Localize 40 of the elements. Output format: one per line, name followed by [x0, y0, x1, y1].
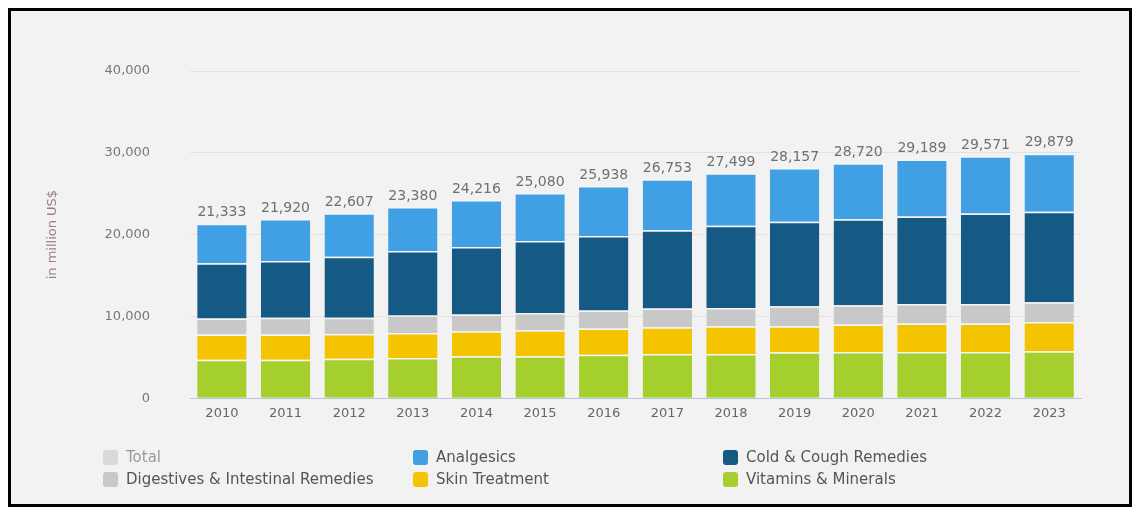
y-tick-label: 0 — [141, 389, 151, 405]
y-tick-label: 30,000 — [104, 144, 151, 160]
x-tick-label: 2014 — [459, 405, 493, 421]
total-label: 21,333 — [197, 203, 247, 220]
x-tick-label: 2010 — [205, 405, 239, 421]
x-tick-label: 2017 — [650, 405, 684, 421]
legend-label: Vitamins & Minerals — [746, 470, 896, 488]
total-label: 21,920 — [261, 198, 311, 215]
legend-label: Skin Treatment — [436, 470, 549, 488]
total-label: 25,938 — [579, 165, 629, 182]
total-label: 29,879 — [1024, 133, 1074, 150]
y-axis-title: in million US$ — [44, 189, 60, 280]
legend-label: Digestives & Intestinal Remedies — [126, 470, 374, 488]
total-label: 24,216 — [451, 179, 502, 196]
x-tick-label: 2016 — [587, 405, 621, 421]
legend-label: Analgesics — [436, 448, 516, 466]
total-label: 29,571 — [961, 135, 1011, 152]
x-tick-label: 2019 — [778, 405, 812, 421]
legend-label: Total — [126, 448, 162, 466]
y-tick-label: 40,000 — [104, 62, 151, 78]
total-label: 25,080 — [515, 172, 565, 189]
total-label: 28,157 — [770, 147, 820, 164]
y-tick-label: 20,000 — [104, 225, 151, 241]
x-tick-label: 2015 — [523, 405, 557, 421]
total-label: 26,753 — [642, 159, 692, 175]
x-tick-label: 2012 — [332, 405, 366, 421]
total-label: 27,499 — [706, 152, 756, 169]
total-label: 28,720 — [833, 142, 883, 159]
total-label: 22,607 — [324, 192, 374, 209]
x-tick-label: 2018 — [714, 405, 748, 421]
x-tick-label: 2020 — [841, 405, 875, 421]
x-tick-label: 2021 — [905, 405, 939, 421]
legend-label: Cold & Cough Remedies — [746, 448, 928, 466]
x-tick-label: 2011 — [269, 405, 303, 421]
x-tick-label: 2022 — [969, 405, 1003, 421]
total-label: 23,380 — [388, 186, 438, 203]
y-tick-label: 10,000 — [104, 307, 151, 323]
total-label: 29,189 — [897, 139, 947, 156]
x-tick-label: 2023 — [1032, 405, 1066, 421]
x-tick-label: 2013 — [396, 405, 430, 421]
